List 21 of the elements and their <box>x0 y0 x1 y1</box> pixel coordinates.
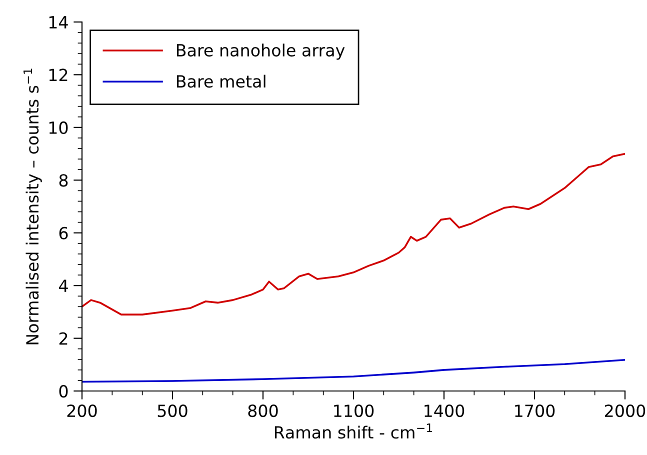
x-tick-label: 2000 <box>605 404 646 418</box>
y-tick-label: 8 <box>59 174 68 187</box>
y-tick-label: 12 <box>49 68 68 82</box>
x-axis-title: Raman shift - cm$^{−1}$ <box>274 424 432 439</box>
line-series <box>82 358 625 383</box>
y-tick-label: 4 <box>59 280 68 292</box>
y-tick-label: 14 <box>49 16 68 28</box>
x-tick-label: 800 <box>248 404 278 418</box>
line-series <box>82 152 625 316</box>
legend-label: Bare nanohole array <box>176 44 345 60</box>
legend-label: Bare metal <box>176 74 266 88</box>
x-tick-label: 500 <box>158 404 188 418</box>
x-tick-label: 1700 <box>515 404 555 418</box>
x-tick-label: 200 <box>67 404 97 418</box>
x-tick-label: 1400 <box>424 404 464 418</box>
y-tick-label: 6 <box>59 226 68 240</box>
x-tick-label: 1100 <box>334 404 374 418</box>
y-tick-label: 2 <box>59 332 68 345</box>
y-tick-label: 10 <box>49 121 68 134</box>
y-tick-label: 0 <box>59 384 68 398</box>
y-axis-title: Normalised intensity – counts s$^{−1}$ <box>24 68 42 344</box>
